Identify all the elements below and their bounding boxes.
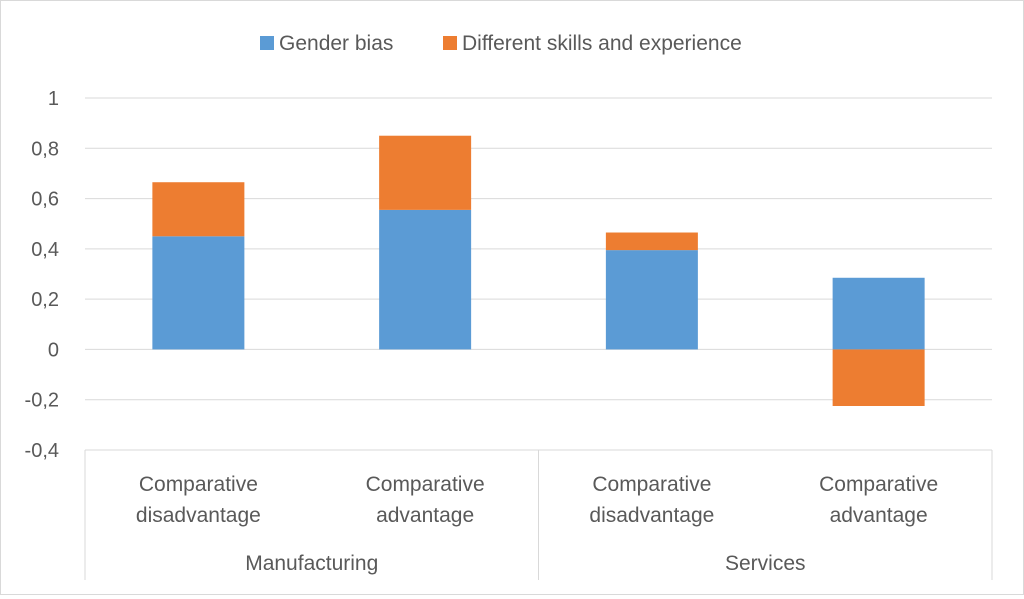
legend-label: Different skills and experience (462, 32, 742, 55)
bar-gender-bias (379, 209, 472, 350)
y-tick-label: 0,8 (31, 138, 59, 160)
y-tick-label: 1 (48, 88, 59, 110)
legend-swatch (443, 36, 457, 50)
x-category-label: disadvantage (136, 504, 261, 527)
bar-skills-experience (152, 182, 245, 237)
x-category-label: Comparative (592, 473, 711, 496)
bar-skills-experience (605, 232, 698, 251)
x-group-label: Manufacturing (245, 552, 378, 575)
legend-swatch (260, 36, 274, 50)
legend-label: Gender bias (279, 32, 393, 55)
bar-skills-experience (379, 135, 472, 210)
x-group-label: Services (725, 552, 806, 575)
x-category-label: Comparative (139, 473, 258, 496)
y-tick-label: -0,4 (25, 440, 59, 462)
y-tick-label: 0,4 (31, 239, 59, 261)
bar-gender-bias (152, 236, 245, 350)
y-tick-label: -0,2 (25, 390, 59, 412)
x-category-label: Comparative (366, 473, 485, 496)
x-category-label: advantage (830, 504, 928, 527)
y-tick-label: 0,6 (31, 189, 59, 211)
x-category-label: Comparative (819, 473, 938, 496)
y-tick-label: 0 (48, 339, 59, 361)
y-tick-label: 0,2 (31, 289, 59, 311)
bar-gender-bias (832, 277, 925, 350)
bar-gender-bias (605, 250, 698, 350)
x-category-label: advantage (376, 504, 474, 527)
x-category-label: disadvantage (589, 504, 714, 527)
bar-skills-experience (832, 349, 925, 406)
